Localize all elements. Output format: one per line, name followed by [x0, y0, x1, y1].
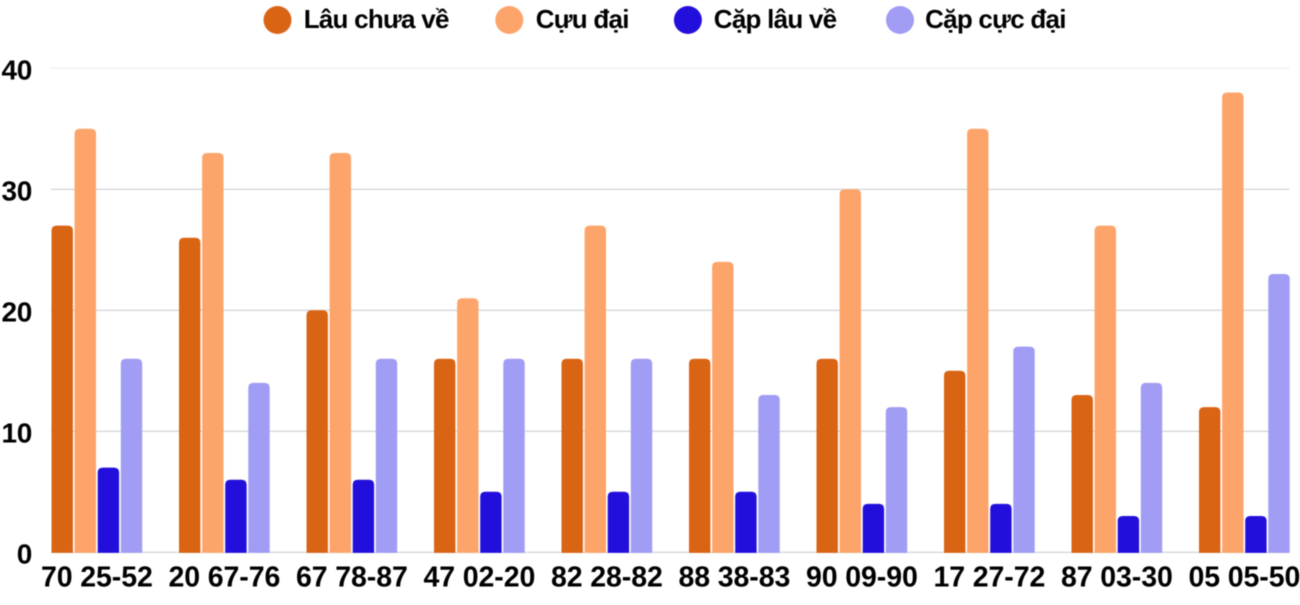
svg-text:Cặp lâu về: Cặp lâu về	[714, 4, 837, 34]
svg-text:67 78-87: 67 78-87	[296, 562, 408, 594]
svg-text:05 05-50: 05 05-50	[1188, 562, 1300, 594]
svg-text:10: 10	[1, 418, 32, 449]
svg-text:82 28-82: 82 28-82	[551, 562, 663, 594]
svg-text:40: 40	[1, 55, 32, 86]
svg-text:70 25-52: 70 25-52	[41, 562, 153, 594]
svg-text:30: 30	[1, 176, 32, 207]
svg-text:20: 20	[1, 297, 32, 328]
svg-text:47 02-20: 47 02-20	[423, 562, 535, 594]
svg-text:17 27-72: 17 27-72	[933, 562, 1045, 594]
svg-text:87 03-30: 87 03-30	[1061, 562, 1173, 594]
svg-text:Cựu đại: Cựu đại	[536, 4, 629, 34]
svg-text:88 38-83: 88 38-83	[678, 562, 790, 594]
svg-text:90 09-90: 90 09-90	[806, 562, 918, 594]
svg-text:0: 0	[17, 539, 32, 570]
svg-text:Cặp cực đại: Cặp cực đại	[925, 4, 1066, 34]
svg-text:20 67-76: 20 67-76	[168, 562, 280, 594]
svg-text:Lâu chưa về: Lâu chưa về	[304, 4, 449, 34]
